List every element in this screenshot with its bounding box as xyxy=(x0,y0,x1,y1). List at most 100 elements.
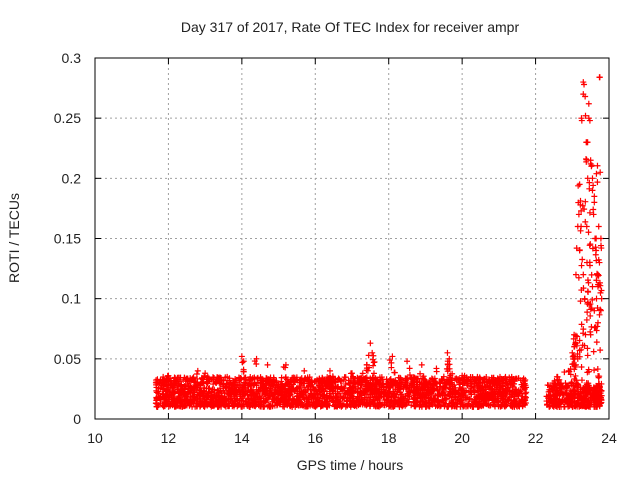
data-point xyxy=(510,377,517,384)
data-point xyxy=(419,393,426,400)
data-point xyxy=(285,386,292,393)
data-point xyxy=(239,403,246,410)
data-point xyxy=(554,387,561,394)
data-point xyxy=(240,358,247,365)
data-point xyxy=(256,387,263,394)
data-point xyxy=(419,374,426,381)
data-point xyxy=(267,385,274,392)
data-point xyxy=(312,395,319,402)
data-point xyxy=(512,393,519,400)
data-point xyxy=(546,400,553,407)
data-point xyxy=(175,390,182,397)
data-point xyxy=(213,401,220,408)
data-point xyxy=(553,395,560,402)
data-point xyxy=(217,380,224,387)
x-tick-label: 22 xyxy=(528,430,544,446)
data-point xyxy=(581,296,588,303)
data-point xyxy=(571,354,578,361)
data-point xyxy=(588,162,595,169)
data-point xyxy=(406,388,413,395)
data-point xyxy=(579,342,586,349)
data-point xyxy=(430,387,437,394)
data-point xyxy=(172,401,179,408)
data-point xyxy=(586,262,593,269)
data-point xyxy=(301,376,308,383)
data-point xyxy=(406,365,413,372)
data-point xyxy=(341,394,348,401)
data-point xyxy=(577,298,584,305)
data-point xyxy=(518,381,525,388)
data-point xyxy=(575,211,582,218)
data-point xyxy=(351,403,358,410)
data-point xyxy=(569,349,576,356)
data-point xyxy=(593,170,600,177)
data-point xyxy=(592,244,599,251)
data-point xyxy=(479,388,486,395)
data-point xyxy=(270,396,277,403)
data-point xyxy=(270,377,277,384)
data-point xyxy=(596,259,603,266)
data-point xyxy=(569,394,576,401)
data-point xyxy=(311,386,318,393)
data-point xyxy=(595,272,602,279)
data-point xyxy=(153,379,160,386)
data-point xyxy=(588,323,595,330)
data-point xyxy=(571,341,578,348)
data-point xyxy=(586,209,593,216)
data-point xyxy=(589,245,596,252)
data-point xyxy=(163,378,170,385)
data-point xyxy=(268,390,275,397)
data-point xyxy=(586,387,593,394)
data-point xyxy=(398,391,405,398)
data-point xyxy=(468,383,475,390)
data-point xyxy=(175,380,182,387)
data-point xyxy=(250,400,257,407)
data-point xyxy=(287,378,294,385)
data-point xyxy=(170,384,177,391)
data-point xyxy=(400,395,407,402)
data-point xyxy=(594,366,601,373)
data-point xyxy=(426,399,433,406)
data-point xyxy=(584,352,591,359)
data-point xyxy=(359,370,366,377)
data-point xyxy=(231,382,238,389)
data-point xyxy=(227,396,234,403)
data-point xyxy=(450,403,457,410)
data-point xyxy=(367,400,374,407)
data-point xyxy=(432,379,439,386)
data-point xyxy=(581,81,588,88)
data-point xyxy=(376,389,383,396)
data-point xyxy=(448,386,455,393)
data-point xyxy=(559,390,566,397)
data-point xyxy=(445,378,452,385)
data-point xyxy=(274,395,281,402)
data-point xyxy=(379,381,386,388)
data-point xyxy=(155,394,162,401)
data-point xyxy=(420,399,427,406)
data-point xyxy=(597,169,604,176)
data-point xyxy=(356,378,363,385)
data-point xyxy=(551,377,558,384)
data-point xyxy=(370,370,377,377)
data-point xyxy=(376,374,383,381)
x-axis-ticks: 10 12 14 16 18 20 22 24 xyxy=(87,58,617,446)
data-point xyxy=(591,367,598,374)
data-point xyxy=(240,379,247,386)
data-point xyxy=(584,369,591,376)
data-point xyxy=(584,175,591,182)
data-point xyxy=(582,112,589,119)
data-point xyxy=(187,384,194,391)
data-point xyxy=(558,382,565,389)
data-point xyxy=(464,382,471,389)
data-point xyxy=(200,393,207,400)
data-point xyxy=(571,331,578,338)
data-point xyxy=(230,377,237,384)
data-point xyxy=(164,384,171,391)
data-point xyxy=(259,375,266,382)
data-point xyxy=(154,376,161,383)
data-point xyxy=(517,387,524,394)
data-point xyxy=(363,374,370,381)
data-point xyxy=(329,378,336,385)
data-point xyxy=(517,377,524,384)
